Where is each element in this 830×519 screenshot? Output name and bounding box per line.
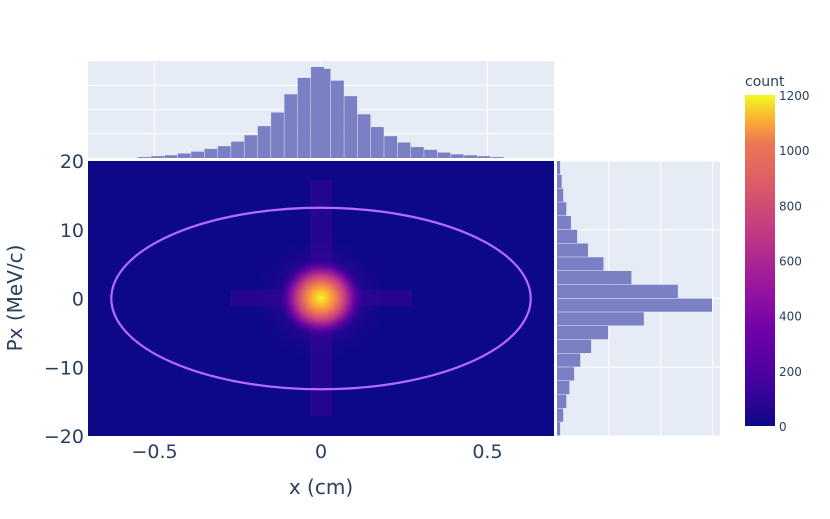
x-histogram-bar <box>477 156 491 158</box>
x-histogram-bar <box>284 94 298 158</box>
y-axis-label: Px (MeV/c) <box>3 245 27 352</box>
px-histogram-bar <box>557 271 632 285</box>
x-axis-label: x (cm) <box>289 475 353 499</box>
x-tick-label: −0.5 <box>132 441 178 463</box>
px-histogram-bar <box>557 188 564 202</box>
beam-ellipse <box>110 206 532 391</box>
x-tick-label: 0.5 <box>472 441 502 463</box>
px-histogram-bar <box>557 353 581 367</box>
px-histogram-bar <box>557 174 562 188</box>
x-histogram-bar <box>231 141 244 158</box>
px-histogram-bar <box>557 422 561 436</box>
colorbar-tick-label: 0 <box>779 420 787 434</box>
x-histogram-bar <box>410 147 424 158</box>
x-histogram-bars <box>137 67 504 158</box>
x-histogram-bar <box>217 146 231 158</box>
x-histogram-bar <box>357 114 371 158</box>
px-histogram-bar <box>557 312 644 326</box>
x-histogram-bar <box>164 155 178 158</box>
px-histogram-bar <box>557 367 575 381</box>
px-histogram-bar <box>557 161 561 175</box>
x-histogram-bar <box>397 142 411 158</box>
colorbar-tick-label: 800 <box>779 199 802 213</box>
px-histogram-bar <box>557 408 564 422</box>
px-histogram-panel <box>557 160 720 437</box>
colorbar-tick-label: 400 <box>779 310 802 324</box>
px-histogram-bar <box>557 326 609 340</box>
colorbar-tick-labels: 0 200 400 600 800 1000 1200 <box>779 89 810 434</box>
px-histogram-bar <box>557 216 571 230</box>
x-histogram-bar <box>384 136 398 158</box>
y-tick-label: 20 <box>60 151 84 173</box>
x-histogram-bar <box>177 153 191 158</box>
colorbar: count 0 200 400 600 800 1000 1200 <box>745 74 810 434</box>
x-histogram-bar <box>271 112 284 158</box>
x-histogram-bar <box>191 151 204 158</box>
colorbar-tick-label: 600 <box>779 255 802 269</box>
x-histogram-bar <box>244 135 258 158</box>
x-histogram-bar <box>464 155 477 158</box>
x-histogram-bar <box>424 149 437 158</box>
x-histogram-bar <box>137 157 151 158</box>
y-axis-tick-labels: −20 −10 0 10 20 <box>44 151 84 448</box>
x-axis-tick-labels: −0.5 0 0.5 <box>132 441 503 463</box>
x-histogram-bar <box>257 126 271 158</box>
colorbar-tick-label: 200 <box>779 365 802 379</box>
x-histogram-bar <box>151 156 165 158</box>
px-histogram-bar <box>557 284 678 298</box>
px-histogram-bar <box>557 243 588 257</box>
px-histogram-bars <box>557 161 712 436</box>
y-tick-label: 0 <box>72 289 84 311</box>
colorbar-tick-label: 1200 <box>779 89 810 103</box>
px-histogram-bar <box>557 202 567 216</box>
x-histogram-panel <box>88 61 554 158</box>
heatmap-peak <box>276 256 366 340</box>
x-histogram-bar <box>330 80 344 158</box>
x-histogram-bar <box>204 148 218 158</box>
px-histogram-bar <box>557 339 592 353</box>
y-tick-label: −10 <box>44 357 84 379</box>
colorbar-title: count <box>745 74 785 90</box>
colorbar-tick-label: 1000 <box>779 144 810 158</box>
y-tick-label: 10 <box>60 220 84 242</box>
x-histogram-bar <box>490 157 504 158</box>
px-histogram-bar <box>557 229 578 243</box>
px-histogram-bar <box>557 298 712 312</box>
heatmap-panel <box>88 159 554 436</box>
x-tick-label: 0 <box>315 441 327 463</box>
x-histogram-bar <box>370 127 384 158</box>
x-histogram-bar <box>297 77 311 158</box>
px-histogram-bar <box>557 257 604 271</box>
x-histogram-bar <box>317 68 331 158</box>
y-tick-label: −20 <box>44 426 84 448</box>
px-histogram-bar <box>557 394 567 408</box>
x-histogram-bar <box>437 152 451 158</box>
x-histogram-bar <box>344 96 358 158</box>
x-histogram-bar <box>450 154 464 158</box>
colorbar-gradient <box>745 95 775 426</box>
px-histogram-bar <box>557 381 570 395</box>
